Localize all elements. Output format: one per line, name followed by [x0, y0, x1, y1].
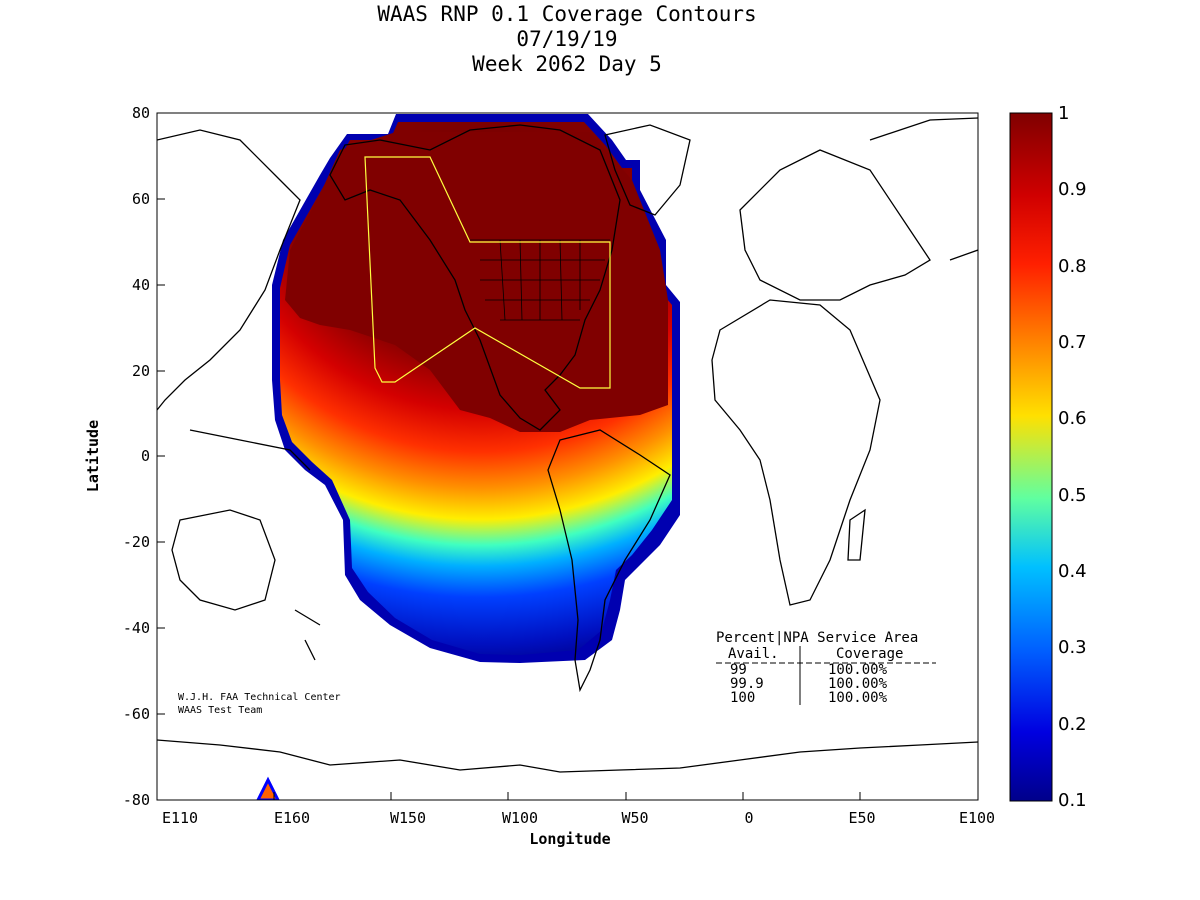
antarctic-contour [256, 776, 280, 800]
colorbar-tick: 0.1 [1058, 790, 1087, 811]
table-row-coverage: 100.00% [828, 690, 888, 706]
colorbar-tick: 0.5 [1058, 485, 1087, 506]
y-tick-label: -40 [123, 619, 150, 637]
colorbar [1009, 112, 1053, 802]
x-tick-label: W100 [502, 809, 538, 827]
coastlines [157, 117, 978, 773]
x-tick-label: E110 [162, 809, 198, 827]
x-axis: E110 E160 W150 W100 W50 0 E50 E100 [162, 792, 995, 827]
x-axis-label: Longitude [529, 830, 610, 848]
colorbar-tick: 0.9 [1058, 179, 1087, 200]
chart-week: Week 2062 Day 5 [472, 52, 662, 76]
service-area-boundary [364, 156, 611, 389]
x-tick-label: W150 [390, 809, 426, 827]
coverage-table: Percent|NPA Service Area Avail. Coverage… [716, 630, 936, 706]
y-tick-label: -80 [123, 791, 150, 809]
y-tick-label: -20 [123, 533, 150, 551]
credit-line-2: WAAS Test Team [178, 705, 262, 716]
chart-date: 07/19/19 [516, 27, 618, 51]
colorbar-tick: 0.4 [1058, 561, 1087, 582]
x-tick-label: E100 [959, 809, 995, 827]
x-tick-label: E50 [848, 809, 875, 827]
coverage-core [285, 132, 668, 432]
table-row-avail: 99 [730, 662, 747, 678]
y-axis-label: Latitude [84, 420, 102, 492]
y-tick-label: 80 [132, 104, 150, 122]
y-tick-label: 0 [141, 447, 150, 465]
table-row-avail: 99.9 [730, 676, 764, 692]
x-tick-label: W50 [621, 809, 648, 827]
y-tick-label: -60 [123, 705, 150, 723]
table-row-coverage: 100.00% [828, 676, 888, 692]
table-header-coverage: Coverage [836, 646, 903, 662]
y-tick-label: 60 [132, 190, 150, 208]
y-tick-label: 40 [132, 276, 150, 294]
table-row-avail: 100 [730, 690, 755, 706]
colorbar-tick: 0.2 [1058, 714, 1087, 735]
table-row-coverage: 100.00% [828, 662, 888, 678]
colorbar-tick: 0.7 [1058, 332, 1087, 353]
colorbar-tick: 0.3 [1058, 637, 1087, 658]
colorbar-tick: 1 [1058, 103, 1069, 124]
table-header: Percent|NPA Service Area [716, 630, 918, 646]
us-states [470, 239, 610, 321]
y-axis: 80 60 40 20 0 -20 -40 -60 -80 [123, 104, 165, 809]
chart-title: WAAS RNP 0.1 Coverage Contours [377, 2, 757, 26]
colorbar-ticks: 1 0.9 0.8 0.7 0.6 0.5 0.4 0.3 0.2 0.1 [1058, 103, 1087, 811]
y-tick-label: 20 [132, 362, 150, 380]
colorbar-tick: 0.8 [1058, 256, 1087, 277]
colorbar-tick: 0.6 [1058, 408, 1087, 429]
credit-line-1: W.J.H. FAA Technical Center [178, 692, 341, 703]
table-header-avail: Avail. [728, 646, 779, 662]
x-tick-label: 0 [744, 809, 753, 827]
x-tick-label: E160 [274, 809, 310, 827]
